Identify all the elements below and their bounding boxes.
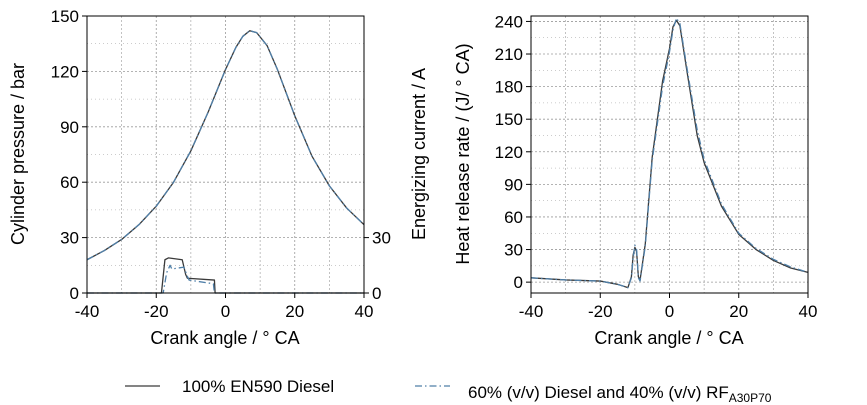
pressure-line [86, 30, 365, 261]
current-line [87, 264, 364, 294]
x-tick-label: -40 [519, 302, 544, 321]
legend: 100% EN590 Diesel 60% (v/v) Diesel and 4… [125, 377, 772, 405]
x-tick-label: -40 [75, 302, 100, 321]
left-y2-axis-label: Energizing current / A [409, 68, 429, 240]
current-line [87, 257, 364, 294]
x-tick-label: 40 [799, 302, 818, 321]
y-tick-label: 0 [514, 273, 523, 292]
y-tick-label: 240 [495, 12, 523, 31]
y-tick-label: 60 [60, 173, 79, 192]
y-tick-label: 90 [504, 175, 523, 194]
right-y-axis-label: Heat release rate / (J/ ° CA) [453, 43, 473, 264]
y2-tick-label: 0 [372, 284, 381, 303]
x-tick-label: 0 [221, 302, 230, 321]
y2-tick-label: 30 [372, 229, 391, 248]
legend-label-blend: 60% (v/v) Diesel and 40% (v/v) RFA30P70 [468, 383, 772, 405]
right-grid [531, 16, 808, 293]
y-tick-label: 180 [495, 78, 523, 97]
right-series [530, 17, 809, 289]
y-tick-label: 150 [51, 7, 79, 26]
y-tick-label: 0 [70, 284, 79, 303]
heat-release-line [530, 17, 809, 289]
x-tick-label: 40 [355, 302, 374, 321]
y-tick-label: 210 [495, 45, 523, 64]
x-tick-label: 0 [665, 302, 674, 321]
x-tick-label: -20 [144, 302, 169, 321]
x-tick-label: 20 [729, 302, 748, 321]
legend-label-blend-subscript: A30P70 [729, 391, 772, 405]
x-tick-label: -20 [588, 302, 613, 321]
right-x-axis-label: Crank angle / ° CA [594, 328, 743, 348]
right-ticks: -40 -20 0 20 40 0 30 60 90 120 150 180 210 240 [495, 12, 818, 321]
x-tick-label: 20 [285, 302, 304, 321]
y-tick-label: 90 [60, 118, 79, 137]
y-tick-label: 30 [60, 229, 79, 248]
y-tick-label: 150 [495, 110, 523, 129]
left-y-axis-label: Cylinder pressure / bar [8, 63, 28, 245]
y-tick-label: 120 [51, 62, 79, 81]
left-series [86, 30, 365, 294]
y-tick-label: 60 [504, 208, 523, 227]
legend-label-diesel: 100% EN590 Diesel [182, 377, 334, 396]
left-grid [87, 16, 364, 293]
right-chart: -40 -20 0 20 40 0 30 60 90 120 150 180 210 240 Crank … [453, 12, 817, 348]
y-tick-label: 30 [504, 241, 523, 260]
legend-label-blend-main: 60% (v/v) Diesel and 40% (v/v) RF [468, 383, 729, 402]
y-tick-label: 120 [495, 143, 523, 162]
left-x-axis-label: Crank angle / ° CA [150, 328, 299, 348]
